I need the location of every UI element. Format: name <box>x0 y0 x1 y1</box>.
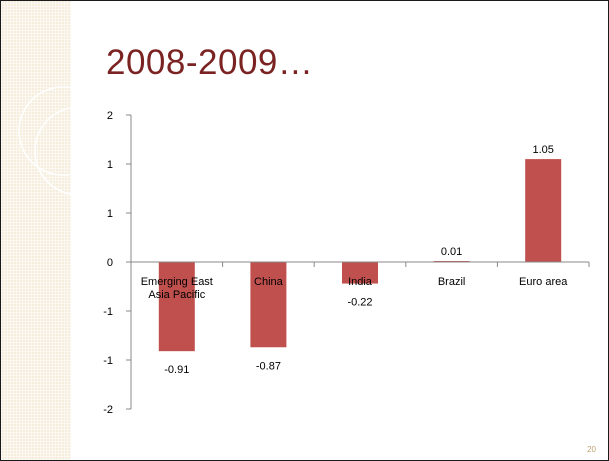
data-label: -0.91 <box>164 364 189 376</box>
x-category-label: India <box>348 276 373 288</box>
y-tick-label: 2 <box>107 110 113 122</box>
x-category-label: China <box>254 276 284 288</box>
y-tick-label: -1 <box>103 306 113 318</box>
x-category-label: Emerging East <box>141 276 213 288</box>
data-label: 0.01 <box>441 246 462 258</box>
bar <box>342 262 378 284</box>
y-tick-label: 1 <box>107 208 113 220</box>
x-category-label: Asia Pacific <box>148 289 205 301</box>
bar <box>250 262 287 348</box>
x-category-label: Brazil <box>438 276 466 288</box>
bar <box>158 262 195 352</box>
y-tick-label: -1 <box>103 355 113 367</box>
y-tick-label: -2 <box>103 404 113 416</box>
x-category-label: Euro area <box>519 276 568 288</box>
data-label: 1.05 <box>532 144 553 156</box>
bar <box>525 159 562 262</box>
y-tick-label: 1 <box>107 159 113 171</box>
data-label: -0.22 <box>347 297 372 309</box>
decorative-circles-graphic <box>18 86 111 196</box>
slide-title: 2008-2009… <box>106 43 314 82</box>
slide-number: 20 <box>587 445 596 454</box>
decorative-side-band <box>1 1 111 460</box>
data-label: -0.87 <box>256 360 281 372</box>
y-tick-label: 0 <box>107 257 113 269</box>
